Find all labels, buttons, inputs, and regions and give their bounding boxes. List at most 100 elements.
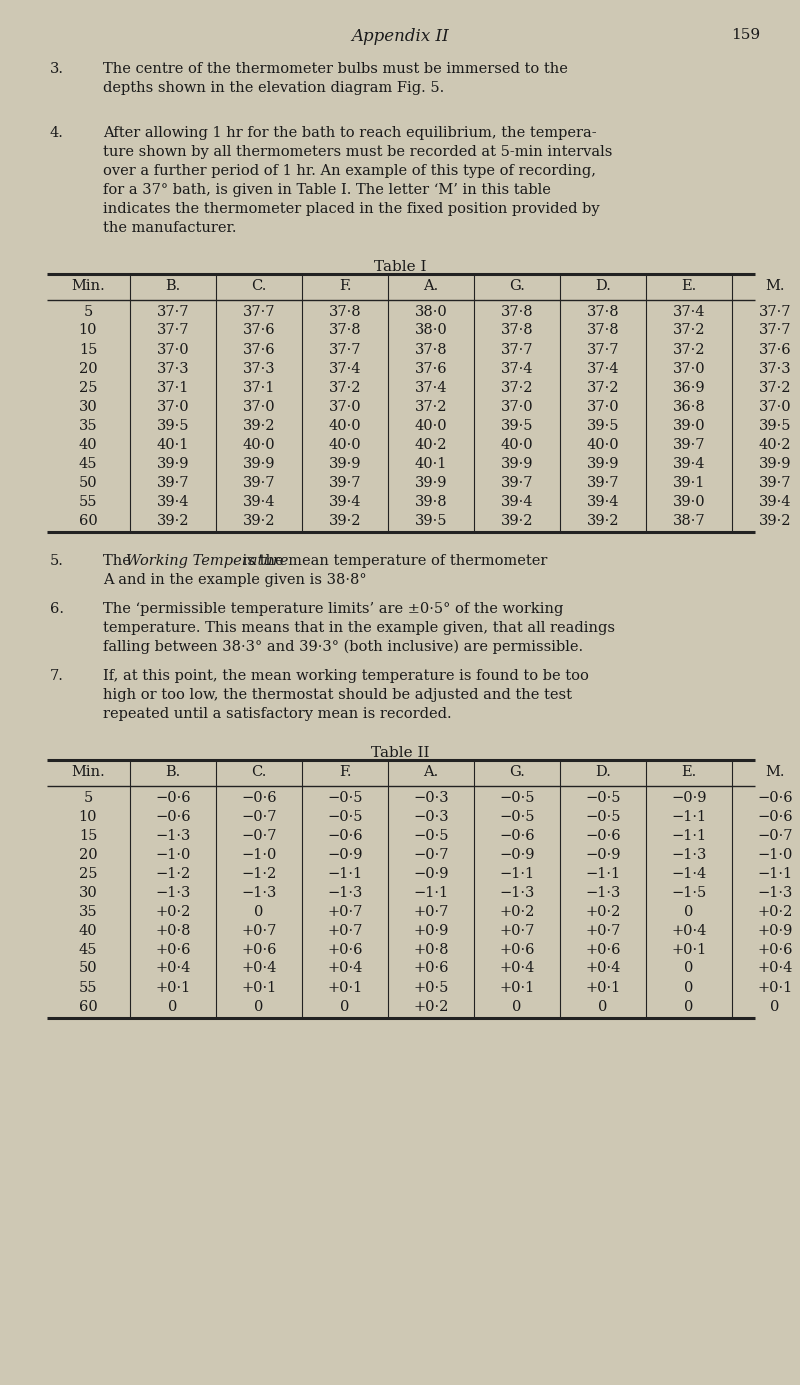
Text: A.: A. bbox=[423, 765, 438, 778]
Text: falling between 38·3° and 39·3° (both inclusive) are permissible.: falling between 38·3° and 39·3° (both in… bbox=[103, 640, 583, 654]
Text: 45: 45 bbox=[78, 457, 98, 471]
Text: +0·8: +0·8 bbox=[414, 943, 449, 957]
Text: −1·1: −1·1 bbox=[671, 828, 706, 842]
Text: 37·3: 37·3 bbox=[758, 361, 791, 375]
Text: 30: 30 bbox=[78, 399, 98, 414]
Text: 39·9: 39·9 bbox=[758, 457, 791, 471]
Text: indicates the thermometer placed in the fixed position provided by: indicates the thermometer placed in the … bbox=[103, 202, 600, 216]
Text: 39·9: 39·9 bbox=[586, 457, 619, 471]
Text: Working Temperature: Working Temperature bbox=[126, 554, 289, 568]
Text: +0·6: +0·6 bbox=[327, 943, 362, 957]
Text: 35: 35 bbox=[78, 418, 98, 432]
Text: +0·1: +0·1 bbox=[586, 981, 621, 994]
Text: +0·4: +0·4 bbox=[327, 961, 362, 975]
Text: 39·2: 39·2 bbox=[586, 514, 619, 528]
Text: +0·1: +0·1 bbox=[758, 981, 793, 994]
Text: −0·5: −0·5 bbox=[499, 791, 534, 805]
Text: −0·6: −0·6 bbox=[499, 828, 535, 842]
Text: 39·4: 39·4 bbox=[501, 494, 534, 508]
Text: 37·1: 37·1 bbox=[157, 381, 189, 395]
Text: 7.: 7. bbox=[50, 669, 64, 683]
Text: 37·0: 37·0 bbox=[501, 399, 534, 414]
Text: 39·7: 39·7 bbox=[758, 475, 791, 489]
Text: 39·7: 39·7 bbox=[157, 475, 190, 489]
Text: −0·9: −0·9 bbox=[586, 848, 621, 861]
Text: −1·2: −1·2 bbox=[242, 867, 277, 881]
Text: 39·2: 39·2 bbox=[329, 514, 362, 528]
Text: −0·6: −0·6 bbox=[757, 791, 793, 805]
Text: 0: 0 bbox=[254, 904, 264, 918]
Text: 40·1: 40·1 bbox=[157, 438, 189, 452]
Text: −1·0: −1·0 bbox=[155, 848, 190, 861]
Text: 39·5: 39·5 bbox=[586, 418, 619, 432]
Text: −0·5: −0·5 bbox=[586, 791, 621, 805]
Text: −0·5: −0·5 bbox=[327, 809, 362, 824]
Text: +0·4: +0·4 bbox=[242, 961, 277, 975]
Text: +0·1: +0·1 bbox=[499, 981, 534, 994]
Text: −1·5: −1·5 bbox=[671, 885, 706, 899]
Text: 39·7: 39·7 bbox=[242, 475, 275, 489]
Text: 0: 0 bbox=[168, 1000, 178, 1014]
Text: 37·8: 37·8 bbox=[501, 305, 534, 319]
Text: 39·7: 39·7 bbox=[586, 475, 619, 489]
Text: 45: 45 bbox=[78, 943, 98, 957]
Text: 40·0: 40·0 bbox=[586, 438, 619, 452]
Text: +0·5: +0·5 bbox=[414, 981, 449, 994]
Text: 37·7: 37·7 bbox=[157, 305, 190, 319]
Text: 39·0: 39·0 bbox=[673, 494, 706, 508]
Text: −1·1: −1·1 bbox=[327, 867, 362, 881]
Text: 10: 10 bbox=[78, 809, 98, 824]
Text: −0·3: −0·3 bbox=[413, 791, 449, 805]
Text: +0·6: +0·6 bbox=[242, 943, 277, 957]
Text: 37·7: 37·7 bbox=[758, 324, 791, 338]
Text: −1·3: −1·3 bbox=[671, 848, 706, 861]
Text: 4.: 4. bbox=[50, 126, 64, 140]
Text: 37·6: 37·6 bbox=[242, 324, 275, 338]
Text: depths shown in the elevation diagram Fig. 5.: depths shown in the elevation diagram Fi… bbox=[103, 80, 444, 96]
Text: −0·9: −0·9 bbox=[499, 848, 534, 861]
Text: 37·2: 37·2 bbox=[329, 381, 362, 395]
Text: −1·2: −1·2 bbox=[155, 867, 190, 881]
Text: for a 37° bath, is given in Table I. The letter ‘M’ in this table: for a 37° bath, is given in Table I. The… bbox=[103, 183, 551, 197]
Text: 0: 0 bbox=[340, 1000, 350, 1014]
Text: −0·7: −0·7 bbox=[414, 848, 449, 861]
Text: −0·5: −0·5 bbox=[499, 809, 534, 824]
Text: 37·4: 37·4 bbox=[414, 381, 447, 395]
Text: 40·0: 40·0 bbox=[242, 438, 275, 452]
Text: 37·8: 37·8 bbox=[501, 324, 534, 338]
Text: 37·0: 37·0 bbox=[758, 399, 791, 414]
Text: 38·0: 38·0 bbox=[414, 305, 447, 319]
Text: E.: E. bbox=[682, 278, 697, 294]
Text: 39·7: 39·7 bbox=[501, 475, 534, 489]
Text: −1·3: −1·3 bbox=[327, 885, 362, 899]
Text: M.: M. bbox=[766, 278, 785, 294]
Text: The ‘permissible temperature limits’ are ±0·5° of the working: The ‘permissible temperature limits’ are… bbox=[103, 602, 563, 616]
Text: repeated until a satisfactory mean is recorded.: repeated until a satisfactory mean is re… bbox=[103, 706, 452, 722]
Text: Min.: Min. bbox=[71, 765, 105, 778]
Text: 40·0: 40·0 bbox=[501, 438, 534, 452]
Text: D.: D. bbox=[595, 765, 611, 778]
Text: 39·1: 39·1 bbox=[673, 475, 705, 489]
Text: 37·4: 37·4 bbox=[673, 305, 706, 319]
Text: +0·1: +0·1 bbox=[155, 981, 190, 994]
Text: 37·8: 37·8 bbox=[329, 324, 362, 338]
Text: −1·3: −1·3 bbox=[758, 885, 793, 899]
Text: 39·2: 39·2 bbox=[242, 418, 275, 432]
Text: 37·3: 37·3 bbox=[242, 361, 275, 375]
Text: −1·4: −1·4 bbox=[671, 867, 706, 881]
Text: −0·3: −0·3 bbox=[413, 809, 449, 824]
Text: −0·7: −0·7 bbox=[242, 828, 277, 842]
Text: +0·6: +0·6 bbox=[155, 943, 190, 957]
Text: +0·7: +0·7 bbox=[586, 924, 621, 938]
Text: 40·0: 40·0 bbox=[329, 418, 362, 432]
Text: −0·6: −0·6 bbox=[585, 828, 621, 842]
Text: Min.: Min. bbox=[71, 278, 105, 294]
Text: −0·6: −0·6 bbox=[241, 791, 277, 805]
Text: 159: 159 bbox=[731, 28, 760, 42]
Text: 37·4: 37·4 bbox=[586, 361, 619, 375]
Text: 39·4: 39·4 bbox=[673, 457, 706, 471]
Text: −0·6: −0·6 bbox=[155, 809, 191, 824]
Text: +0·1: +0·1 bbox=[671, 943, 706, 957]
Text: 25: 25 bbox=[78, 867, 98, 881]
Text: 39·2: 39·2 bbox=[758, 514, 791, 528]
